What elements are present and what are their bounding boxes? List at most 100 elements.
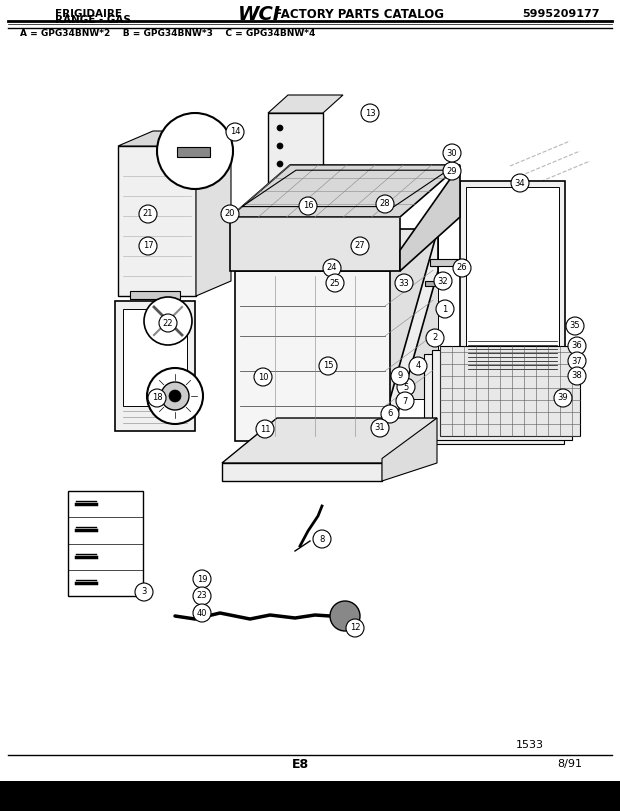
Circle shape — [396, 392, 414, 410]
Text: 30: 30 — [446, 148, 458, 157]
Text: 39: 39 — [557, 393, 569, 402]
Circle shape — [511, 174, 529, 192]
Text: 31: 31 — [374, 423, 385, 432]
Circle shape — [397, 378, 415, 396]
Text: 10: 10 — [258, 372, 268, 381]
Circle shape — [568, 337, 586, 355]
Circle shape — [226, 123, 244, 141]
Text: 6: 6 — [388, 410, 392, 418]
Circle shape — [426, 329, 444, 347]
Polygon shape — [466, 187, 559, 375]
Polygon shape — [118, 131, 231, 146]
Circle shape — [554, 389, 572, 407]
Polygon shape — [196, 131, 231, 296]
Circle shape — [323, 259, 341, 277]
Text: 8: 8 — [319, 534, 325, 543]
Text: A = GPG34BNW*2    B = GPG34BNW*3    C = GPG34BNW*4: A = GPG34BNW*2 B = GPG34BNW*3 C = GPG34B… — [20, 28, 316, 37]
Polygon shape — [222, 463, 382, 481]
Text: 35: 35 — [570, 321, 580, 331]
Polygon shape — [268, 95, 343, 113]
Circle shape — [159, 314, 177, 332]
Text: 5: 5 — [404, 383, 409, 392]
Circle shape — [409, 357, 427, 375]
Polygon shape — [115, 301, 195, 431]
Circle shape — [361, 104, 379, 122]
Text: 32: 32 — [438, 277, 448, 285]
Text: 26: 26 — [457, 264, 467, 272]
Circle shape — [568, 367, 586, 385]
Text: 34: 34 — [515, 178, 525, 187]
Text: 2: 2 — [432, 333, 438, 342]
Polygon shape — [222, 418, 437, 463]
Text: 25: 25 — [330, 278, 340, 288]
Text: 11: 11 — [260, 424, 270, 434]
Polygon shape — [432, 350, 572, 440]
Polygon shape — [130, 291, 180, 299]
Polygon shape — [460, 181, 565, 381]
Text: 1: 1 — [443, 304, 448, 314]
Polygon shape — [123, 309, 187, 406]
Circle shape — [453, 259, 471, 277]
Text: 24: 24 — [327, 264, 337, 272]
Text: WCI: WCI — [238, 5, 281, 24]
Circle shape — [443, 144, 461, 162]
Text: FACTORY PARTS CATALOG: FACTORY PARTS CATALOG — [270, 7, 444, 20]
Text: 14: 14 — [230, 127, 241, 136]
Circle shape — [169, 390, 181, 402]
Text: 5995209177: 5995209177 — [523, 9, 600, 19]
Text: 33: 33 — [399, 278, 409, 288]
Text: 8/91: 8/91 — [557, 759, 583, 769]
Circle shape — [566, 317, 584, 335]
Circle shape — [434, 272, 452, 290]
Text: 19: 19 — [197, 574, 207, 583]
Circle shape — [436, 300, 454, 318]
Circle shape — [346, 619, 364, 637]
Text: ereplacementparts.com: ereplacementparts.com — [247, 356, 373, 366]
Polygon shape — [425, 276, 448, 286]
Text: 13: 13 — [365, 109, 375, 118]
Circle shape — [254, 368, 272, 386]
Circle shape — [139, 205, 157, 223]
Circle shape — [371, 419, 389, 437]
Polygon shape — [235, 229, 438, 271]
Polygon shape — [235, 271, 390, 441]
Text: 7: 7 — [402, 397, 408, 406]
Circle shape — [351, 237, 369, 255]
Text: 18: 18 — [152, 393, 162, 402]
Text: 15: 15 — [323, 362, 334, 371]
Polygon shape — [268, 113, 323, 193]
Circle shape — [443, 162, 461, 180]
Circle shape — [148, 389, 166, 407]
Text: 4: 4 — [415, 362, 420, 371]
Text: 1533: 1533 — [516, 740, 544, 750]
Circle shape — [147, 368, 203, 424]
Polygon shape — [440, 346, 580, 436]
Circle shape — [319, 357, 337, 375]
Text: E8: E8 — [291, 757, 309, 770]
Circle shape — [326, 274, 344, 292]
Text: 22: 22 — [162, 319, 173, 328]
Circle shape — [313, 530, 331, 548]
Polygon shape — [382, 418, 437, 481]
Polygon shape — [283, 229, 438, 399]
Bar — [0, 781, 620, 811]
Circle shape — [193, 587, 211, 605]
Text: 27: 27 — [355, 242, 365, 251]
Circle shape — [193, 604, 211, 622]
Circle shape — [161, 382, 189, 410]
Text: 28: 28 — [379, 200, 391, 208]
Text: 37: 37 — [572, 357, 582, 366]
Circle shape — [277, 143, 283, 149]
Text: 21: 21 — [143, 209, 153, 218]
Text: RANGE - GAS: RANGE - GAS — [55, 15, 131, 25]
Polygon shape — [177, 147, 210, 157]
Polygon shape — [390, 229, 438, 441]
Text: 17: 17 — [143, 242, 153, 251]
Polygon shape — [230, 217, 400, 271]
Circle shape — [144, 297, 192, 345]
Circle shape — [395, 274, 413, 292]
Circle shape — [299, 197, 317, 215]
Circle shape — [376, 195, 394, 213]
Polygon shape — [400, 165, 460, 271]
Polygon shape — [424, 354, 564, 444]
